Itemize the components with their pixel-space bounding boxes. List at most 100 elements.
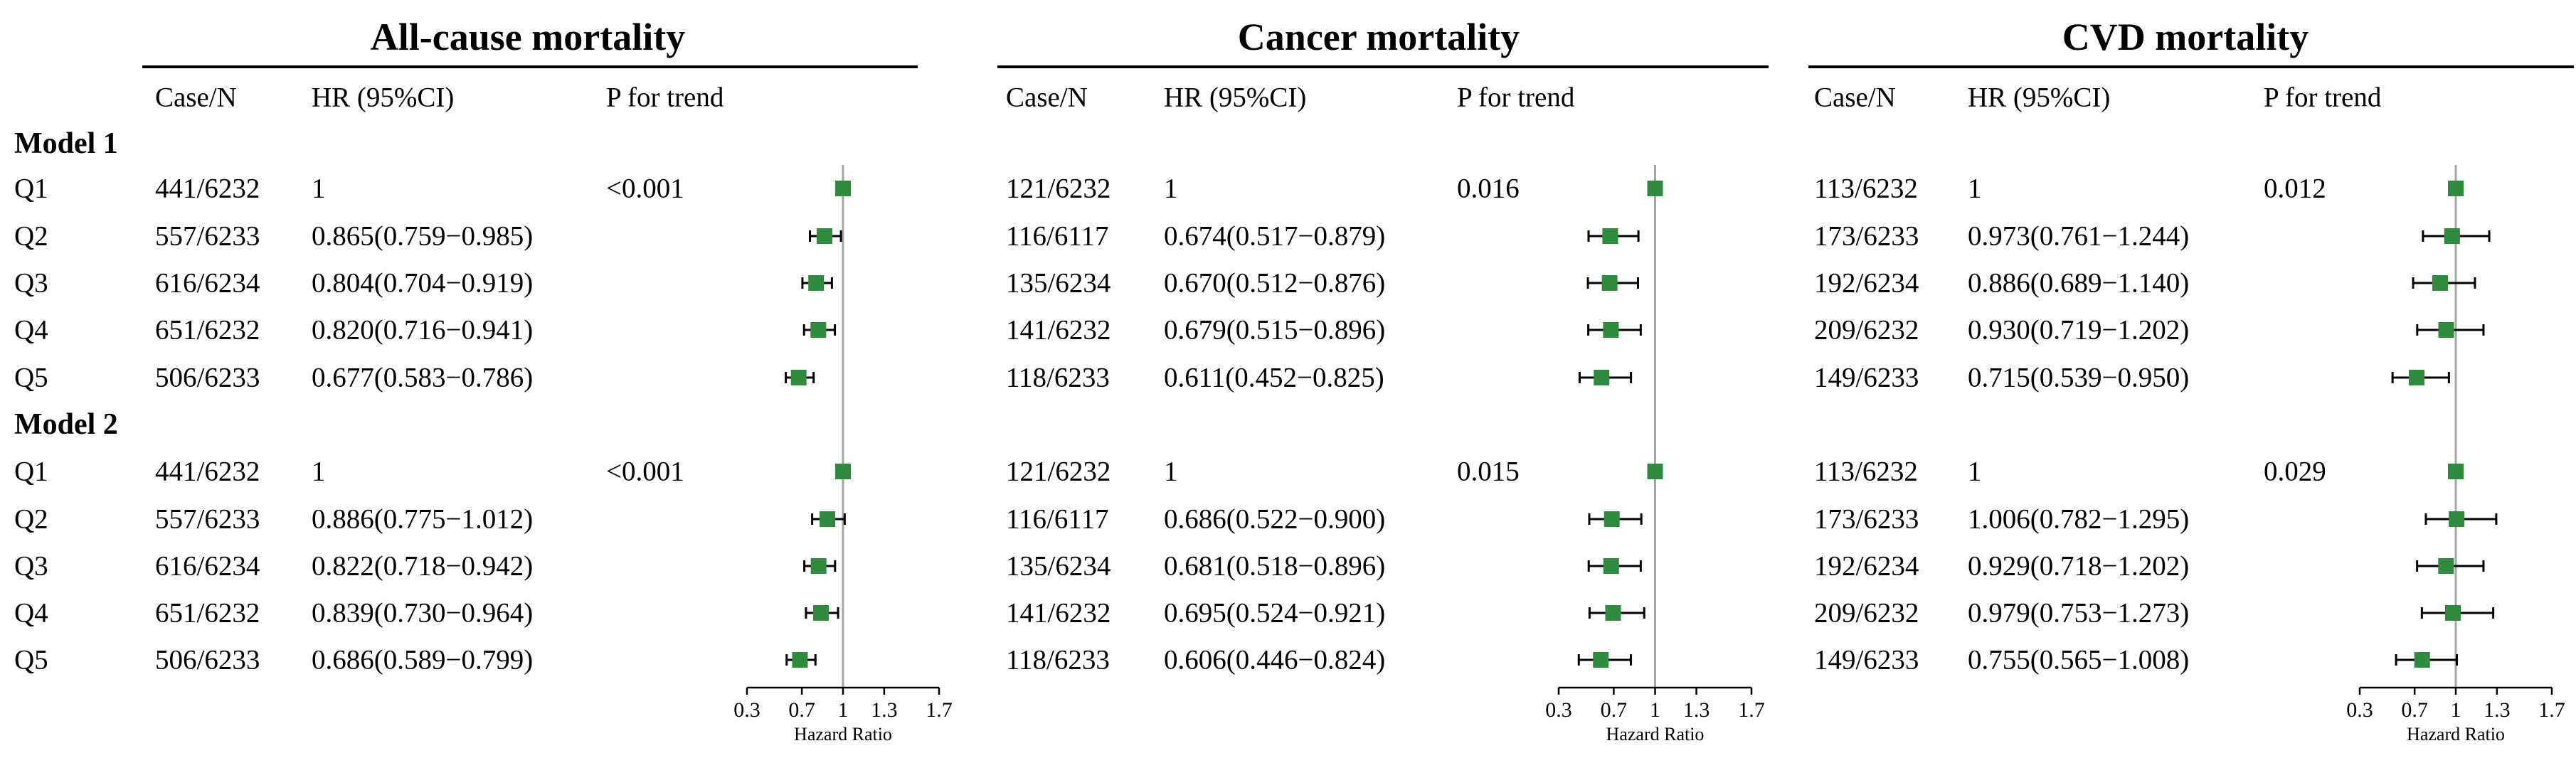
hr-point-marker	[810, 558, 827, 574]
hr-ci-cell: 1	[1164, 456, 1178, 487]
hr-ci-header: HR (95%CI)	[312, 82, 455, 113]
quintile-label: Q4	[14, 314, 48, 346]
x-tick-label: 0.3	[2346, 698, 2373, 722]
hr-ci-cell: 0.820(0.716−0.941)	[312, 314, 534, 346]
quintile-label: Q3	[14, 550, 48, 582]
hr-point-marker	[810, 322, 827, 338]
x-tick-label: 0.7	[1601, 698, 1628, 722]
x-tick-label: 1	[2451, 698, 2461, 722]
case-n-cell: 192/6234	[1814, 267, 1919, 299]
model-label: Model 1	[14, 127, 118, 160]
quintile-label: Q4	[14, 597, 48, 629]
hr-ci-cell: 0.929(0.718−1.202)	[1968, 550, 2190, 582]
hr-point-marker	[835, 181, 851, 196]
hr-point-marker	[790, 370, 807, 385]
case-n-cell: 506/6233	[155, 362, 260, 393]
x-tick-label: 1.7	[926, 698, 953, 722]
p-trend-value: 0.016	[1457, 173, 1520, 204]
hr-point-marker	[2448, 464, 2464, 479]
case-n-cell: 116/6117	[1006, 220, 1109, 252]
hr-point-marker	[820, 511, 836, 527]
case-n-header: Case/N	[1814, 82, 1896, 113]
hr-point-marker	[2414, 652, 2430, 668]
hr-ci-cell: 1	[1164, 173, 1178, 204]
case-n-cell: 116/6117	[1006, 503, 1109, 535]
panel-title-underline	[142, 65, 918, 68]
case-n-header: Case/N	[155, 82, 237, 113]
hr-ci-cell: 0.979(0.753−1.273)	[1968, 597, 2190, 629]
hr-point-marker	[2409, 370, 2425, 385]
hr-ci-cell: 0.611(0.452−0.825)	[1164, 362, 1384, 393]
hr-ci-cell: 0.695(0.524−0.921)	[1164, 597, 1386, 629]
hr-ci-cell: 1	[1968, 173, 1982, 204]
case-n-cell: 209/6232	[1814, 314, 1919, 346]
case-n-cell: 651/6232	[155, 314, 260, 346]
hr-ci-cell: 1	[312, 173, 326, 204]
case-n-cell: 441/6232	[155, 456, 260, 487]
x-tick-label: 0.3	[733, 698, 760, 722]
p-trend-value: <0.001	[606, 173, 684, 204]
case-n-cell: 149/6233	[1814, 644, 1919, 676]
hr-point-marker	[835, 464, 851, 479]
hr-point-marker	[1601, 275, 1618, 291]
p-trend-header: P for trend	[1457, 82, 1575, 113]
hr-point-marker	[2444, 605, 2461, 621]
hr-point-marker	[792, 652, 808, 668]
p-trend-value: 0.012	[2264, 173, 2326, 204]
hr-point-marker	[1603, 322, 1619, 338]
x-tick-label: 1.3	[2484, 698, 2511, 722]
hr-ci-cell: 0.886(0.775−1.012)	[312, 503, 534, 535]
hr-point-marker	[2438, 322, 2454, 338]
hr-point-marker	[812, 605, 829, 621]
hr-ci-cell: 0.686(0.589−0.799)	[312, 644, 534, 676]
p-trend-value: 0.015	[1457, 456, 1520, 487]
x-axis-label: Hazard Ratio	[2407, 724, 2505, 744]
hr-ci-cell: 1.006(0.782−1.295)	[1968, 503, 2190, 535]
case-n-cell: 141/6232	[1006, 597, 1111, 629]
quintile-label: Q2	[14, 503, 48, 535]
case-n-cell: 441/6232	[155, 173, 260, 204]
quintile-label: Q2	[14, 220, 48, 252]
panel-title: Cancer mortality	[1237, 16, 1520, 58]
hr-point-marker	[1603, 558, 1619, 574]
hr-ci-cell: 0.822(0.718−0.942)	[312, 550, 534, 582]
hr-ci-cell: 0.886(0.689−1.140)	[1968, 267, 2190, 299]
hr-point-marker	[1647, 464, 1663, 479]
case-n-cell: 173/6233	[1814, 503, 1919, 535]
case-n-cell: 651/6232	[155, 597, 260, 629]
hr-ci-header: HR (95%CI)	[1968, 82, 2111, 113]
hr-point-marker	[816, 228, 832, 244]
hr-ci-cell: 0.686(0.522−0.900)	[1164, 503, 1386, 535]
hr-point-marker	[2438, 558, 2454, 574]
panel-title: All-cause mortality	[370, 16, 686, 58]
p-trend-value: 0.029	[2264, 456, 2326, 487]
panel-title-underline	[1808, 65, 2574, 68]
hr-point-marker	[2449, 511, 2465, 527]
quintile-label: Q5	[14, 644, 48, 676]
x-tick-label: 1.3	[871, 698, 898, 722]
x-tick-label: 0.7	[2401, 698, 2428, 722]
x-tick-label: 1.7	[1738, 698, 1765, 722]
quintile-label: Q5	[14, 362, 48, 393]
hr-point-marker	[1602, 228, 1618, 244]
panel-title: CVD mortality	[2062, 16, 2309, 58]
hr-point-marker	[2448, 181, 2464, 196]
case-n-cell: 616/6234	[155, 267, 260, 299]
x-axis-label: Hazard Ratio	[1606, 724, 1705, 744]
hr-ci-cell: 0.973(0.761−1.244)	[1968, 220, 2190, 252]
case-n-cell: 113/6232	[1814, 173, 1918, 204]
hr-ci-header: HR (95%CI)	[1164, 82, 1307, 113]
hr-point-marker	[1594, 370, 1610, 385]
hr-ci-cell: 0.930(0.719−1.202)	[1968, 314, 2190, 346]
quintile-label: Q1	[14, 456, 48, 487]
hr-ci-cell: 0.674(0.517−0.879)	[1164, 220, 1386, 252]
case-n-cell: 118/6233	[1006, 644, 1110, 676]
case-n-cell: 209/6232	[1814, 597, 1919, 629]
p-trend-header: P for trend	[2264, 82, 2382, 113]
x-axis-label: Hazard Ratio	[794, 724, 892, 744]
p-trend-header: P for trend	[606, 82, 724, 113]
case-n-header: Case/N	[1006, 82, 1088, 113]
case-n-cell: 113/6232	[1814, 456, 1918, 487]
x-tick-label: 1	[838, 698, 849, 722]
